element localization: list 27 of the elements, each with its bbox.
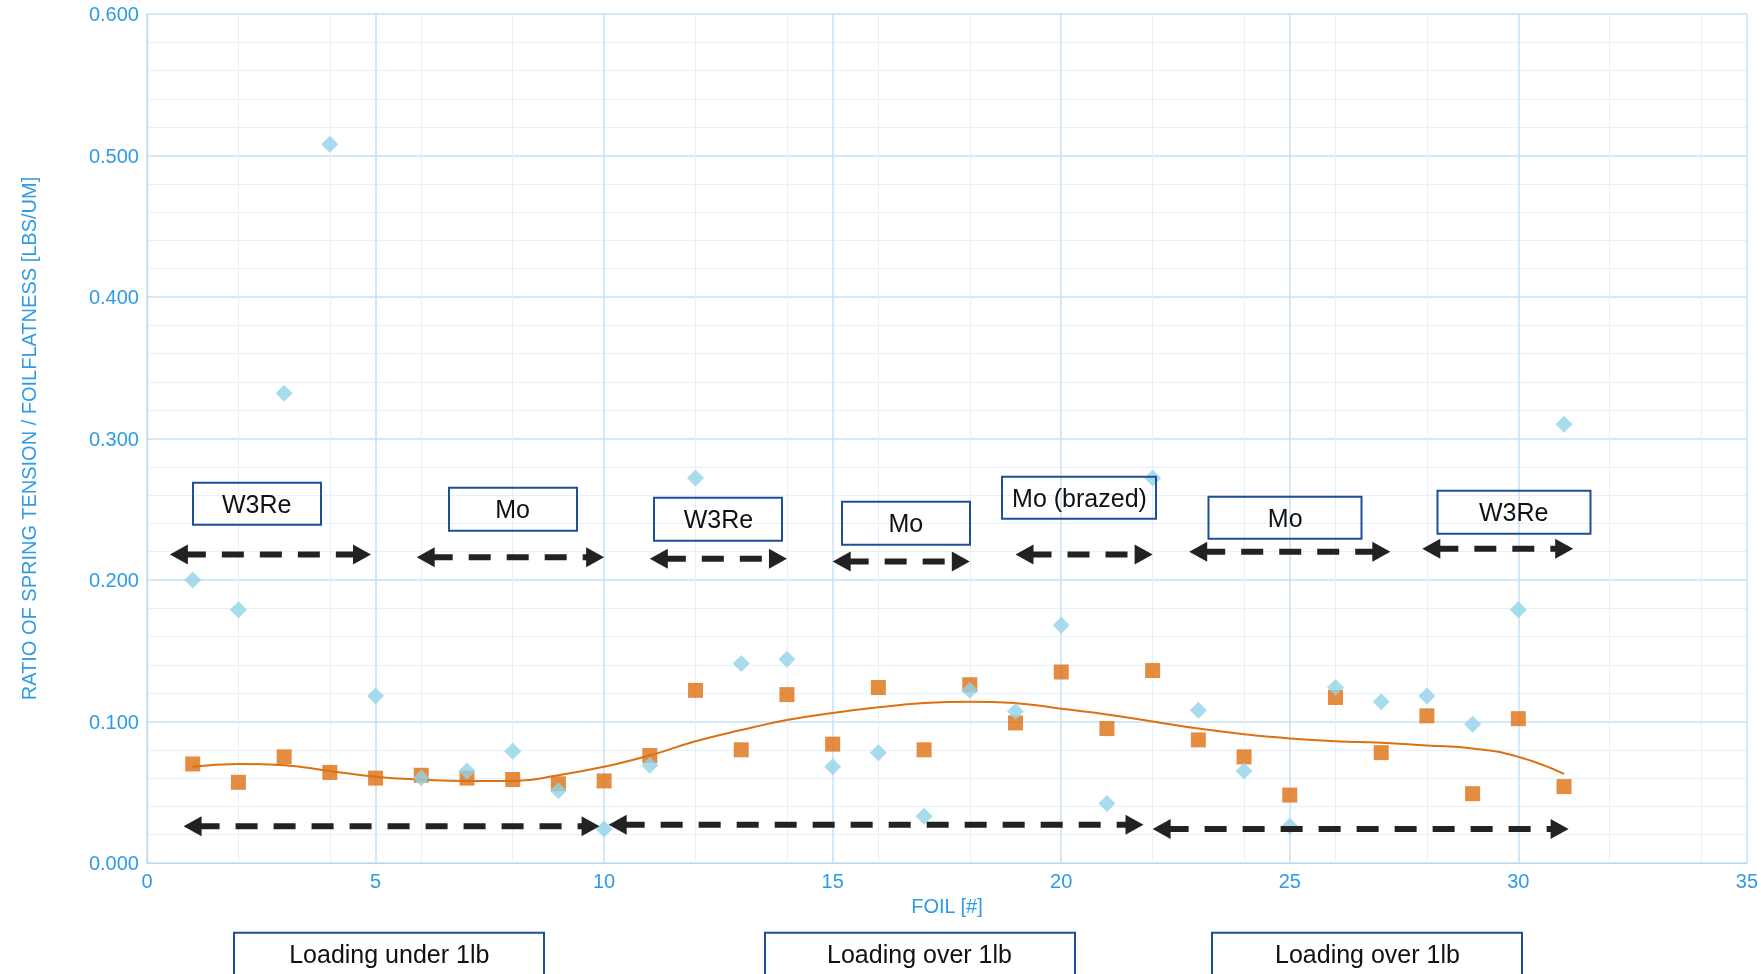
text: Loading under 1lb: [233, 931, 546, 974]
x-tick-label: 20: [1050, 870, 1073, 892]
x-tick-label: 35: [1735, 870, 1758, 892]
text: Loading over 1lb: [763, 931, 1076, 974]
annotation: Mo: [1207, 495, 1363, 540]
x-tick-label: 25: [1278, 870, 1301, 892]
y-tick-label: 0.600: [88, 3, 139, 25]
text: Loading over 1lb: [1211, 931, 1524, 974]
y-tick-label: 0.400: [88, 286, 139, 308]
x-tick-label: 30: [1507, 870, 1530, 892]
annotation: Mo: [840, 501, 971, 546]
y-tick-label: 0.500: [88, 144, 139, 167]
y-tick-label: 0.300: [88, 427, 139, 450]
x-tick-label: 10: [592, 870, 616, 892]
annotation: W3Re: [191, 481, 322, 526]
annotation: Mo (brazed): [1001, 475, 1158, 521]
y-tick-label: 0.100: [88, 710, 139, 733]
y-tick-label: 0.000: [88, 852, 139, 874]
x-tick-label: 15: [821, 870, 844, 892]
y-tick-label: 0.200: [88, 569, 139, 591]
y-axis-title: RATIO OF SPRING TENSION / FOILFLATNESS [LBS/UM]: [18, 176, 40, 701]
annotation: W3Re: [1436, 489, 1592, 535]
x-axis-title: FOIL [#]: [911, 894, 983, 917]
annotation: W3Re: [653, 496, 784, 542]
x-tick-label: 0: [141, 870, 153, 892]
x-tick-label: 5: [369, 870, 382, 892]
annotation: Mo: [447, 487, 578, 532]
